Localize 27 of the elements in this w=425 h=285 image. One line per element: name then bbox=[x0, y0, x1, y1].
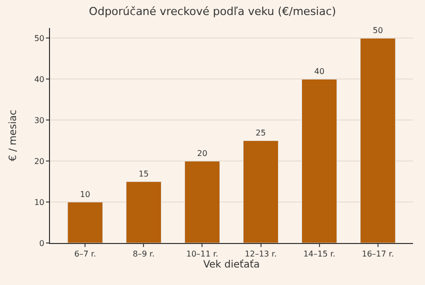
bar bbox=[67, 202, 103, 243]
data-label: 20 bbox=[197, 149, 208, 158]
bar bbox=[126, 181, 162, 243]
data-label: 10 bbox=[80, 190, 90, 200]
x-tick-label: 6–7 r. bbox=[74, 250, 96, 259]
data-label: 50 bbox=[372, 26, 383, 36]
y-tick-label: 50 bbox=[34, 34, 44, 44]
y-tick-label: 20 bbox=[34, 156, 44, 166]
bar bbox=[242, 140, 279, 243]
data-label: 25 bbox=[256, 128, 266, 138]
x-tick-label: 10–11 r. bbox=[186, 250, 218, 259]
data-label: 15 bbox=[138, 170, 149, 179]
chart-title: Odporúčané vreckové podľa veku (€/mesiac) bbox=[88, 4, 336, 18]
x-tick-label: 8–9 r. bbox=[132, 250, 155, 259]
y-tick-label: 30 bbox=[34, 116, 44, 125]
x-axis-title: Vek dieťaťa bbox=[203, 258, 260, 271]
y-axis-title: € / mesiac bbox=[8, 110, 20, 162]
x-tick-label: 16–17 r. bbox=[362, 250, 394, 259]
bar bbox=[184, 160, 220, 243]
bar bbox=[302, 78, 338, 243]
x-tick-label: 12–13 r. bbox=[244, 250, 277, 259]
y-tick-label: 40 bbox=[34, 74, 44, 84]
bar bbox=[360, 38, 396, 243]
data-label: 40 bbox=[314, 67, 324, 76]
y-tick-label: 10 bbox=[34, 198, 44, 207]
x-tick-label: 14–15 r. bbox=[303, 250, 336, 259]
y-tick-label: 0 bbox=[39, 238, 44, 248]
